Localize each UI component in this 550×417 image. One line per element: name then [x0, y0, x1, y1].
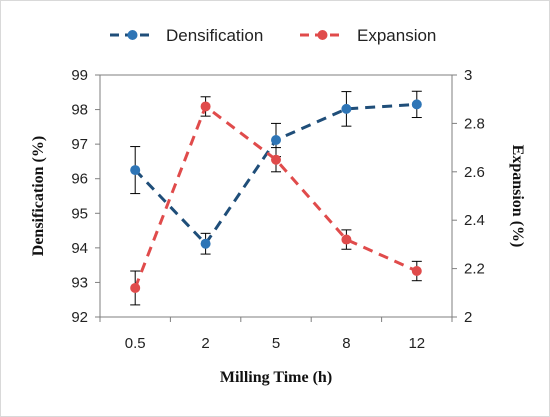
- x-tick-label: 0.5: [125, 335, 146, 352]
- legend-label-densification: Densification: [166, 26, 263, 45]
- data-point-densification: [411, 99, 422, 110]
- series-layer: [130, 90, 422, 306]
- y-tick-label: 92: [71, 309, 88, 326]
- y2-axis-title: Expansion (%): [509, 145, 526, 248]
- y2-tick-label: 2: [464, 309, 472, 326]
- data-point-densification: [341, 103, 352, 114]
- data-point-densification: [130, 165, 141, 176]
- x-axis-title: Milling Time (h): [220, 369, 332, 386]
- legend-label-expansion: Expansion: [357, 26, 436, 45]
- series-line-expansion: [133, 104, 418, 289]
- data-point-densification: [200, 238, 211, 249]
- data-point-densification: [271, 134, 281, 145]
- y2-tick-label: 3: [464, 67, 472, 84]
- y-tick-label: 98: [71, 102, 88, 119]
- y-axis-title: Densification (%): [30, 136, 47, 256]
- data-point-expansion: [341, 234, 352, 245]
- x-axis-ticks: 0.5 2 5 8 12: [99, 317, 453, 352]
- y-tick-label: 99: [71, 67, 88, 84]
- data-point-expansion: [200, 101, 211, 112]
- y-tick-label: 95: [71, 205, 88, 222]
- y-tick-label: 97: [71, 136, 88, 153]
- data-point-expansion: [411, 266, 422, 277]
- y-tick-label: 93: [71, 274, 88, 291]
- data-point-expansion: [271, 154, 281, 165]
- series-expansion: [130, 96, 422, 306]
- x-tick-label: 5: [272, 335, 280, 352]
- y2-tick-label: 2.4: [464, 212, 485, 229]
- y2-tick-label: 2.8: [464, 115, 485, 132]
- legend: Densification Expansion: [110, 26, 436, 45]
- legend-marker-expansion: [317, 30, 328, 40]
- y-tick-label: 96: [71, 171, 88, 188]
- x-tick-label: 8: [342, 335, 350, 352]
- data-point-expansion: [130, 282, 141, 293]
- legend-marker-densification: [127, 30, 138, 40]
- y2-axis-ticks: 2 2.2 2.4 2.6 2.8 3: [452, 67, 485, 326]
- y2-tick-label: 2.6: [464, 164, 485, 181]
- x-tick-label: 12: [408, 335, 425, 352]
- series-densification: [130, 90, 422, 255]
- x-tick-label: 2: [201, 335, 209, 352]
- y-axis-ticks: 92 93 94 95 96 97 98 99: [71, 67, 100, 326]
- y2-tick-label: 2.2: [464, 261, 485, 278]
- y-tick-label: 94: [71, 240, 88, 257]
